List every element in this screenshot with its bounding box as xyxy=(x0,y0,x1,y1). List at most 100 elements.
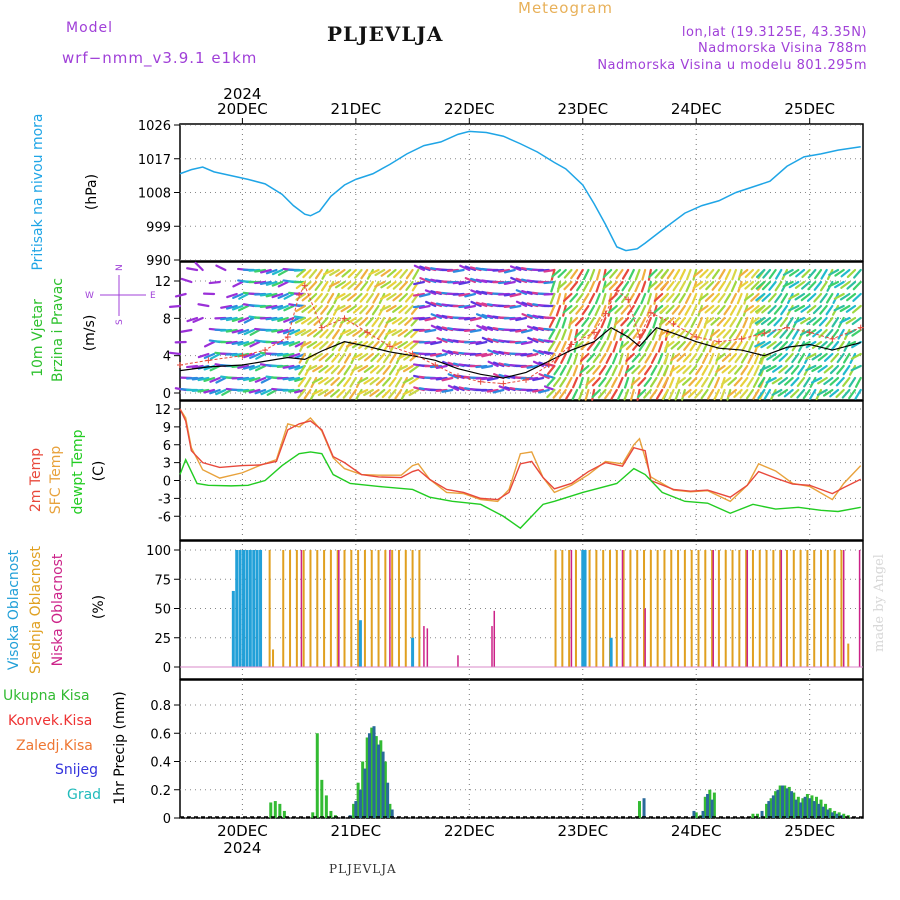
wind-barb xyxy=(602,280,613,290)
wind-barb xyxy=(675,376,686,386)
wind-barb xyxy=(774,292,783,304)
wind-barb xyxy=(557,280,567,290)
wind-barb xyxy=(741,340,749,352)
wind-barb xyxy=(827,280,840,288)
wind-barb xyxy=(399,268,409,279)
wind-barb xyxy=(313,328,323,338)
wind-barb xyxy=(679,268,686,281)
wind-barb xyxy=(656,364,664,377)
precip-y-tick-label: 0 xyxy=(163,812,171,827)
precip-rain-bar xyxy=(320,779,324,818)
wind-barb xyxy=(569,292,579,303)
wind-barb xyxy=(734,352,743,364)
precip-snow-bar xyxy=(812,801,816,818)
wind-barb xyxy=(659,280,669,291)
precip-snow-bar xyxy=(701,810,705,818)
wind-barb xyxy=(352,316,363,326)
wind-barb xyxy=(820,280,828,292)
wind-barb xyxy=(715,352,726,362)
wind-barb xyxy=(480,376,494,381)
pressure-y-tick-label: 1008 xyxy=(138,187,171,202)
wind-barb xyxy=(313,304,323,315)
wind-barb xyxy=(237,376,250,381)
wind-barb xyxy=(418,328,431,332)
precip-legend-item: Zaledj.Kisa xyxy=(16,738,93,754)
temperature-y-tick-label: 0 xyxy=(163,475,171,490)
wind-barb xyxy=(243,328,255,336)
wind-barb xyxy=(580,352,590,362)
low-cloud-bar xyxy=(621,550,624,667)
wind-y-tick-label: 12 xyxy=(154,275,171,290)
wind-barb xyxy=(509,316,522,321)
wind-barb xyxy=(611,364,618,377)
wind-barb xyxy=(532,376,545,382)
wind-barb xyxy=(812,304,823,315)
wind-barb xyxy=(704,304,715,314)
mid-cloud-bar xyxy=(745,550,748,667)
cloud-panel-frame xyxy=(179,540,864,680)
wind-barb xyxy=(320,304,329,315)
wind-barb xyxy=(734,364,743,375)
wind-barb xyxy=(718,268,726,280)
wind-gust-marker xyxy=(613,287,620,294)
wind-barb xyxy=(820,268,828,280)
wind-barb xyxy=(282,340,295,346)
wind-barb xyxy=(392,292,403,302)
wind-barb xyxy=(773,316,783,327)
low-cloud-bar xyxy=(858,550,861,667)
mid-cloud-bar xyxy=(751,550,754,667)
mid-cloud-bar xyxy=(656,550,659,667)
wind-barb xyxy=(651,328,658,341)
wind-barb xyxy=(304,376,312,388)
wind-barb xyxy=(225,340,238,345)
mid-cloud-bar xyxy=(588,550,591,667)
precip-snow-bar xyxy=(817,803,821,818)
wind-barb xyxy=(520,352,533,357)
wind-speed-line xyxy=(179,326,861,379)
wind-gust-marker xyxy=(205,357,212,364)
wind-barb xyxy=(567,328,573,341)
precip-rain-bar xyxy=(787,786,791,818)
wind-barb xyxy=(749,304,760,314)
wind-barb xyxy=(532,349,545,356)
wind-barb xyxy=(203,352,216,360)
wind-barb xyxy=(357,352,369,361)
wind-barb xyxy=(326,316,335,328)
wind-barb xyxy=(825,316,834,327)
wind-barb xyxy=(803,376,811,388)
wind-barb xyxy=(631,364,641,375)
wind-barb xyxy=(786,316,794,328)
wind-barb xyxy=(359,280,369,291)
wind-barb xyxy=(606,316,613,329)
wind-barb xyxy=(572,364,579,377)
high-cloud-bar xyxy=(358,620,362,667)
wind-barb xyxy=(521,312,533,320)
wind-barb xyxy=(685,268,692,281)
wind-barb xyxy=(851,328,862,337)
elevation-label: Nadmorska Visina 788m xyxy=(698,41,867,56)
wind-gust-marker xyxy=(545,362,552,368)
wind-barb xyxy=(602,268,613,279)
wind-barb xyxy=(662,376,669,389)
wind-barb xyxy=(369,376,380,386)
wind-barb xyxy=(277,316,289,323)
wind-barb xyxy=(288,352,301,359)
wind-gust-marker xyxy=(454,373,461,380)
wind-barb xyxy=(788,292,800,300)
compass-s: S xyxy=(115,319,125,325)
wind-gust-marker xyxy=(636,334,643,340)
wind-y-tick-label: 8 xyxy=(163,312,171,327)
wind-barb xyxy=(806,316,817,326)
wind-barb xyxy=(301,304,312,313)
mid-cloud-bar xyxy=(302,550,305,667)
wind-barb xyxy=(593,316,601,328)
high-cloud-bar xyxy=(238,550,242,667)
wind-barb xyxy=(773,328,783,339)
wind-barb xyxy=(306,340,318,349)
wind-barb xyxy=(747,340,755,353)
wind-barb xyxy=(632,328,641,340)
wind-barb xyxy=(807,280,817,291)
wind-gust-marker xyxy=(432,362,439,368)
wind-barb xyxy=(563,268,573,279)
wind-barb xyxy=(323,268,335,276)
